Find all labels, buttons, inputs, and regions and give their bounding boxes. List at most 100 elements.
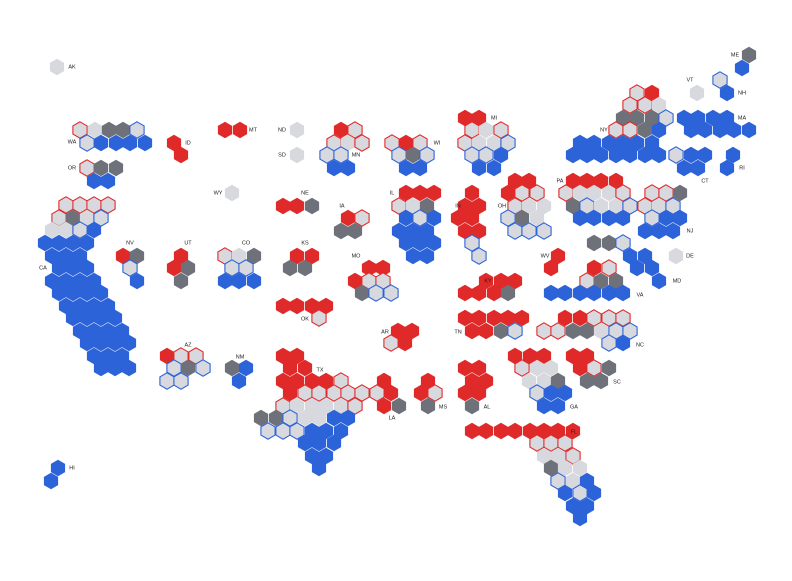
district-hex <box>275 422 291 440</box>
district-hex <box>529 209 545 227</box>
district-hex <box>114 347 130 365</box>
district-hex <box>137 134 153 152</box>
district-hex <box>51 259 67 277</box>
district-hex <box>412 234 428 252</box>
district-hex <box>651 121 667 139</box>
district-hex <box>340 209 356 227</box>
district-hex <box>44 247 60 265</box>
district-hex <box>665 222 681 240</box>
district-hex <box>478 146 494 164</box>
district-hex <box>471 247 487 265</box>
district-hex <box>464 209 480 227</box>
district-hex <box>427 384 443 402</box>
district-hex <box>514 209 530 227</box>
district-hex <box>297 259 313 277</box>
district-hex <box>289 197 305 215</box>
district-hex <box>586 184 602 202</box>
district-hex <box>550 422 566 440</box>
district-hex <box>311 459 327 477</box>
district-hex <box>426 209 442 227</box>
district-hex <box>58 247 74 265</box>
district-hex <box>86 297 102 315</box>
district-hex <box>579 146 595 164</box>
district-hex <box>486 159 502 177</box>
state-label: GA <box>570 404 578 410</box>
district-hex <box>557 434 573 452</box>
district-hex <box>420 397 436 415</box>
district-hex <box>107 334 123 352</box>
state-label: VT <box>686 77 694 83</box>
district-hex <box>318 447 334 465</box>
state-label: SD <box>278 152 286 158</box>
district-hex <box>107 359 123 377</box>
district-hex <box>565 347 581 365</box>
district-hex <box>608 272 624 290</box>
district-hex <box>44 272 60 290</box>
district-hex <box>705 109 721 127</box>
district-hex <box>593 146 609 164</box>
district-hex <box>72 247 88 265</box>
district-hex <box>719 159 735 177</box>
district-hex <box>326 384 342 402</box>
district-hex <box>471 134 487 152</box>
district-hex <box>651 222 667 240</box>
district-hex <box>478 121 494 139</box>
district-hex <box>690 109 706 127</box>
district-hex <box>608 172 624 190</box>
district-hex <box>43 472 59 490</box>
district-hex <box>586 484 602 502</box>
district-hex <box>478 372 494 390</box>
district-hex <box>383 284 399 302</box>
district-hex <box>536 222 552 240</box>
district-hex <box>615 309 631 327</box>
district-hex <box>579 172 595 190</box>
district-hex <box>697 146 713 164</box>
state-label: OK <box>301 316 309 322</box>
district-hex <box>608 146 624 164</box>
district-hex <box>129 272 145 290</box>
district-hex <box>100 172 116 190</box>
district-hex <box>712 71 728 89</box>
district-hex <box>231 372 247 390</box>
district-hex <box>697 121 713 139</box>
district-hex <box>601 259 617 277</box>
district-hex <box>51 284 67 302</box>
district-hex <box>121 334 137 352</box>
state-label: NM <box>236 354 245 360</box>
district-hex <box>340 134 356 152</box>
district-hex <box>550 247 566 265</box>
district-hex <box>493 121 509 139</box>
state-label: WA <box>68 139 77 145</box>
district-hex <box>217 272 233 290</box>
district-hex <box>471 359 487 377</box>
district-hex <box>543 459 559 477</box>
state-label: DE <box>686 253 694 259</box>
district-hex <box>500 184 516 202</box>
district-hex <box>224 359 240 377</box>
district-hex <box>543 434 559 452</box>
district-hex <box>166 134 182 152</box>
district-hex <box>304 197 320 215</box>
district-hex <box>586 134 602 152</box>
district-hex <box>543 359 559 377</box>
district-hex <box>297 434 313 452</box>
district-hex <box>615 284 631 302</box>
district-hex <box>275 297 291 315</box>
district-hex <box>275 372 291 390</box>
district-hex <box>419 197 435 215</box>
district-hex <box>550 322 566 340</box>
district-hex <box>318 422 334 440</box>
district-hex <box>318 297 334 315</box>
district-hex <box>49 58 65 76</box>
district-hex <box>543 284 559 302</box>
district-hex <box>601 334 617 352</box>
state-label: MS <box>439 404 448 410</box>
district-hex <box>457 309 473 327</box>
district-hex <box>369 384 385 402</box>
district-hex <box>101 121 117 139</box>
district-hex <box>565 322 581 340</box>
district-hex <box>478 422 494 440</box>
district-hex <box>333 146 349 164</box>
district-hex <box>471 284 487 302</box>
district-hex <box>326 434 342 452</box>
